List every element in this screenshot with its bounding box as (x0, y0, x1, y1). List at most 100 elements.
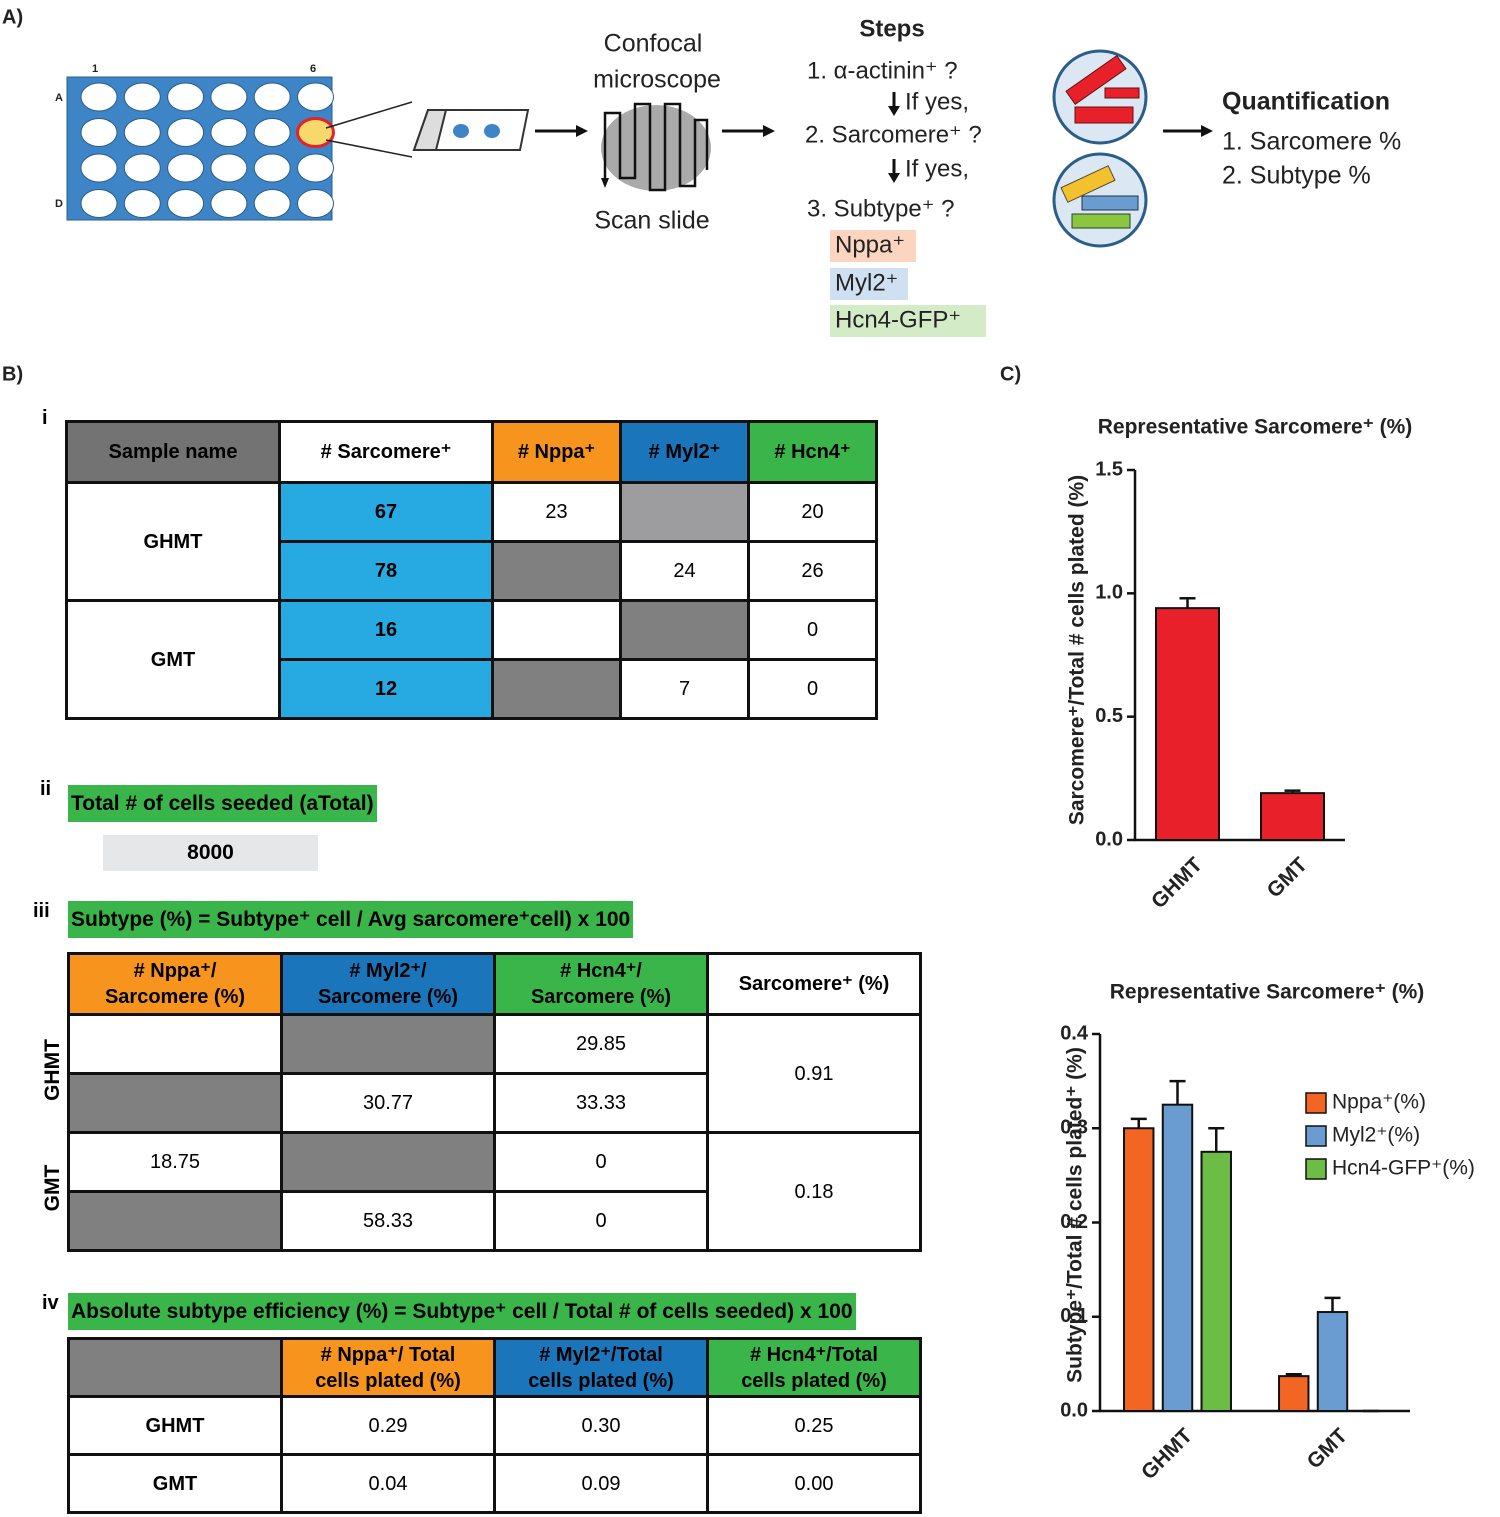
cell (1060, 165, 1116, 203)
arrow (535, 125, 588, 137)
microscope-label: microscope (593, 66, 721, 94)
sample-dot (453, 124, 469, 138)
well (123, 118, 161, 147)
y-tick-label: 0.4 (1060, 1022, 1089, 1044)
header-cell: # Hcn4⁺ (747, 420, 878, 484)
sample-dot (484, 124, 500, 138)
subtype-bg (830, 268, 908, 300)
y-tick-label: 0.1 (1060, 1305, 1088, 1327)
cell: 78 (278, 540, 494, 602)
blank-cell (67, 1072, 283, 1134)
quantification-item: 1. Sarcomere % (1222, 128, 1401, 156)
section-formula: Absolute subtype efficiency (%) = Subtyp… (68, 1293, 856, 1330)
well (210, 82, 248, 112)
well (297, 189, 334, 218)
header-cell: Sarcomere⁺ (%) (706, 952, 922, 1016)
blank-cell (619, 599, 750, 661)
well (123, 153, 161, 183)
blank-cell (67, 1013, 283, 1075)
panel-label: B) (2, 363, 23, 385)
legend-swatch (1305, 1158, 1327, 1180)
bar (1123, 1127, 1155, 1412)
subtype-bg (830, 305, 986, 337)
cell: 16 (278, 599, 494, 661)
well (167, 82, 205, 112)
blank-cell (491, 658, 622, 720)
well (123, 82, 161, 112)
well (80, 82, 118, 112)
blank-cell (619, 481, 750, 543)
cell: 0 (747, 599, 878, 661)
y-tick-label: 0.5 (1095, 705, 1123, 727)
header-cell: # Myl2⁺/ Sarcomere (%) (280, 952, 496, 1016)
cell: 29.85 (493, 1013, 709, 1075)
header-cell: # Hcn4⁺/ Sarcomere (%) (493, 952, 709, 1016)
zoom-line (325, 139, 413, 158)
cell: 0.00 (706, 1453, 922, 1514)
cell: 0 (493, 1131, 709, 1193)
slide-label (412, 109, 448, 151)
well (296, 117, 335, 148)
scan-arrow (601, 178, 609, 188)
section-label: iv (42, 1292, 59, 1314)
subtype: Hcn4-GFP⁺ (835, 306, 961, 333)
section-formula: Subtype (%) = Subtype⁺ cell / Avg sarcom… (68, 901, 634, 938)
cell: 33.33 (493, 1072, 709, 1134)
blank-cell (491, 540, 622, 602)
legend-swatch (1305, 1125, 1327, 1147)
plate-col-label: 6 (310, 63, 316, 75)
sample-cell: GHMT (65, 481, 281, 602)
scan-field (601, 105, 711, 191)
well (210, 118, 248, 147)
cell (1081, 195, 1139, 211)
well (210, 189, 248, 218)
y-tick-label: 0.0 (1060, 1399, 1088, 1421)
cell: 67 (278, 481, 494, 543)
subtype-bg (830, 230, 916, 262)
table-iv: # Nppa⁺/ Total cells plated (%) # Myl2⁺/… (67, 1337, 922, 1514)
well (297, 82, 334, 112)
header-cell: # Nppa⁺ (491, 420, 622, 484)
section-label: iii (33, 900, 50, 922)
sample-cell: GMT (67, 1453, 283, 1514)
subtype: Myl2⁺ (835, 269, 898, 296)
wells (80, 82, 335, 218)
panel-label: A) (2, 6, 23, 28)
plate-row-label: D (55, 198, 63, 210)
header-cell: # Nppa⁺/ Total cells plated (%) (280, 1337, 496, 1398)
quantification-item: 2. Subtype % (1222, 162, 1371, 190)
cell (1071, 213, 1131, 229)
cell: 23 (491, 481, 622, 543)
arrow (1163, 125, 1213, 137)
cell: 0.04 (280, 1453, 496, 1514)
steps-title: Steps (859, 15, 924, 42)
subtype: Nppa⁺ (835, 231, 905, 258)
cell: 0.25 (706, 1395, 922, 1456)
plate-row-label: A (55, 92, 63, 104)
y-tick-label: 0.3 (1060, 1117, 1088, 1139)
header-cell: # Myl2⁺ (619, 420, 750, 484)
legend-label: Myl2⁺(%) (1332, 1124, 1420, 1147)
x-tick-label: GHMT (1147, 853, 1207, 913)
microscope-label: Confocal (604, 30, 703, 58)
blank-cell (491, 599, 622, 661)
step-condition: If yes, (905, 88, 969, 115)
chart-title: Representative Sarcomere⁺ (%) (1110, 981, 1425, 1004)
scan-path (603, 102, 709, 192)
header-cell: # Nppa⁺/ Sarcomere (%) (67, 952, 283, 1016)
section-label: i (42, 407, 48, 429)
chart-title: Representative Sarcomere⁺ (%) (1098, 416, 1413, 439)
plate-col-label: 1 (92, 63, 98, 75)
cell: 30.77 (280, 1072, 496, 1134)
well (210, 153, 248, 183)
table-i: Sample name # Sarcomere⁺ # Nppa⁺ # Myl2⁺… (65, 420, 878, 720)
panel-label: C) (1000, 363, 1021, 385)
header-cell: Sample name (65, 420, 281, 484)
blank-cell (280, 1013, 496, 1075)
bar (1278, 1375, 1310, 1412)
legend-label: Nppa⁺(%) (1332, 1091, 1426, 1114)
bar (1161, 1103, 1194, 1412)
y-axis-label: Subtype⁺/Total # cells plated⁺ (%) (1064, 1047, 1087, 1383)
x-tick-label: GMT (1263, 853, 1312, 902)
sample-cell: GMT (65, 599, 281, 720)
